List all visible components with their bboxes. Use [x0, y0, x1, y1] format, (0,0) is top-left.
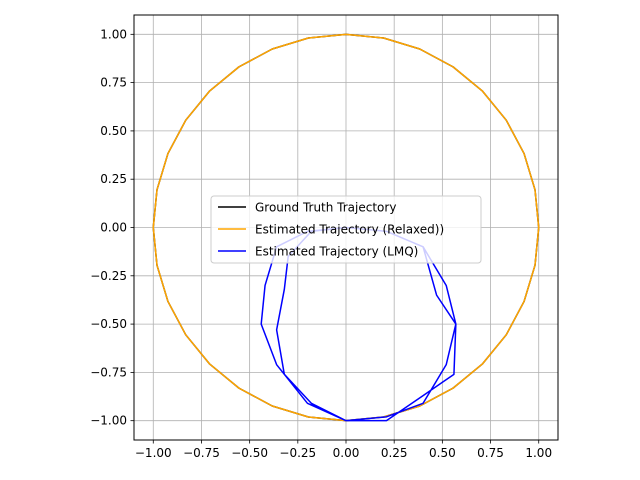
x-tick-label: −1.00	[135, 446, 172, 460]
y-tick-label: 0.00	[100, 221, 127, 235]
legend-label-2: Estimated Trajectory (Relaxed))	[255, 223, 444, 237]
x-tick-label: −0.50	[231, 446, 268, 460]
y-tick-label: 1.00	[100, 27, 127, 41]
legend: Ground Truth Trajectory Estimated Traject…	[210, 195, 482, 264]
legend-label-3: Estimated Trajectory (LMQ)	[255, 245, 418, 259]
x-tick-label: 1.00	[525, 446, 552, 460]
y-tick-label: 0.75	[100, 76, 127, 90]
legend-label-1: Ground Truth Trajectory	[255, 201, 396, 215]
x-tick-label: 0.00	[333, 446, 360, 460]
x-tick-label: 0.75	[477, 446, 504, 460]
y-tick-label: 0.50	[100, 124, 127, 138]
y-tick-label: −0.75	[90, 365, 127, 379]
y-tick-label: −0.50	[90, 317, 127, 331]
y-tick-label: −1.00	[90, 414, 127, 428]
x-tick-label: 0.25	[381, 446, 408, 460]
ticks: −1.00 −0.75 −0.50 −0.25 0.00 0.25 0.50 0.75 1.00…	[90, 27, 552, 460]
y-tick-label: −0.25	[90, 269, 127, 283]
x-tick-label: −0.75	[183, 446, 220, 460]
y-tick-label: 0.25	[100, 172, 127, 186]
x-tick-label: 0.50	[429, 446, 456, 460]
legend-box	[210, 195, 482, 264]
x-tick-label: −0.25	[279, 446, 316, 460]
